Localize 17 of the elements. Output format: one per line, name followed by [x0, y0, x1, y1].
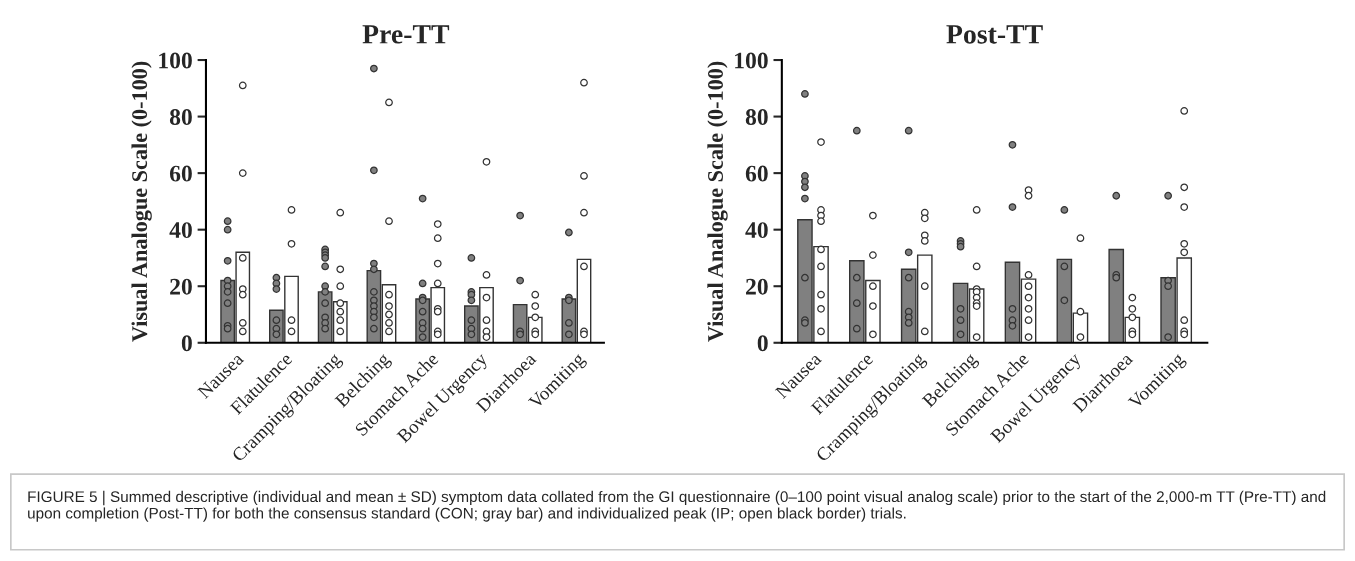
- y-tick-label: 0: [181, 335, 192, 352]
- y-tick-label: 0: [757, 335, 768, 352]
- y-tick-label: 20: [170, 278, 192, 295]
- y-axis-title: Visual Analogue Scale (0-100): [707, 61, 728, 342]
- y-tick-label: 60: [169, 165, 192, 182]
- y-tick-label: 20: [746, 278, 768, 295]
- y-axis-title: Visual Analogue Scale (0-100): [131, 61, 152, 342]
- y-tick-label: 100: [159, 52, 192, 69]
- y-tick-label: 40: [745, 222, 768, 239]
- y-tick-label: 100: [735, 52, 768, 69]
- chart-title: Pre-TT: [362, 25, 450, 44]
- y-tick-label: 80: [169, 109, 192, 125]
- y-tick-label: 80: [745, 109, 768, 125]
- y-tick-label: 40: [169, 222, 192, 239]
- caption: FIGURE 5 | Summed descriptive (individual and mean ± SD) symptom data collated from the GI questionnaire (0–100 point visual analog scale) prior to the start of the 2,000-m TT (Pre-TT) and upon completion (Post-TT) for both the consensus standard (CON; gray bar) and individualized peak (IP; open black border) trials.: [28, 490, 1326, 522]
- y-tick-label: 60: [745, 165, 768, 182]
- chart-title: Post-TT: [946, 25, 1043, 44]
